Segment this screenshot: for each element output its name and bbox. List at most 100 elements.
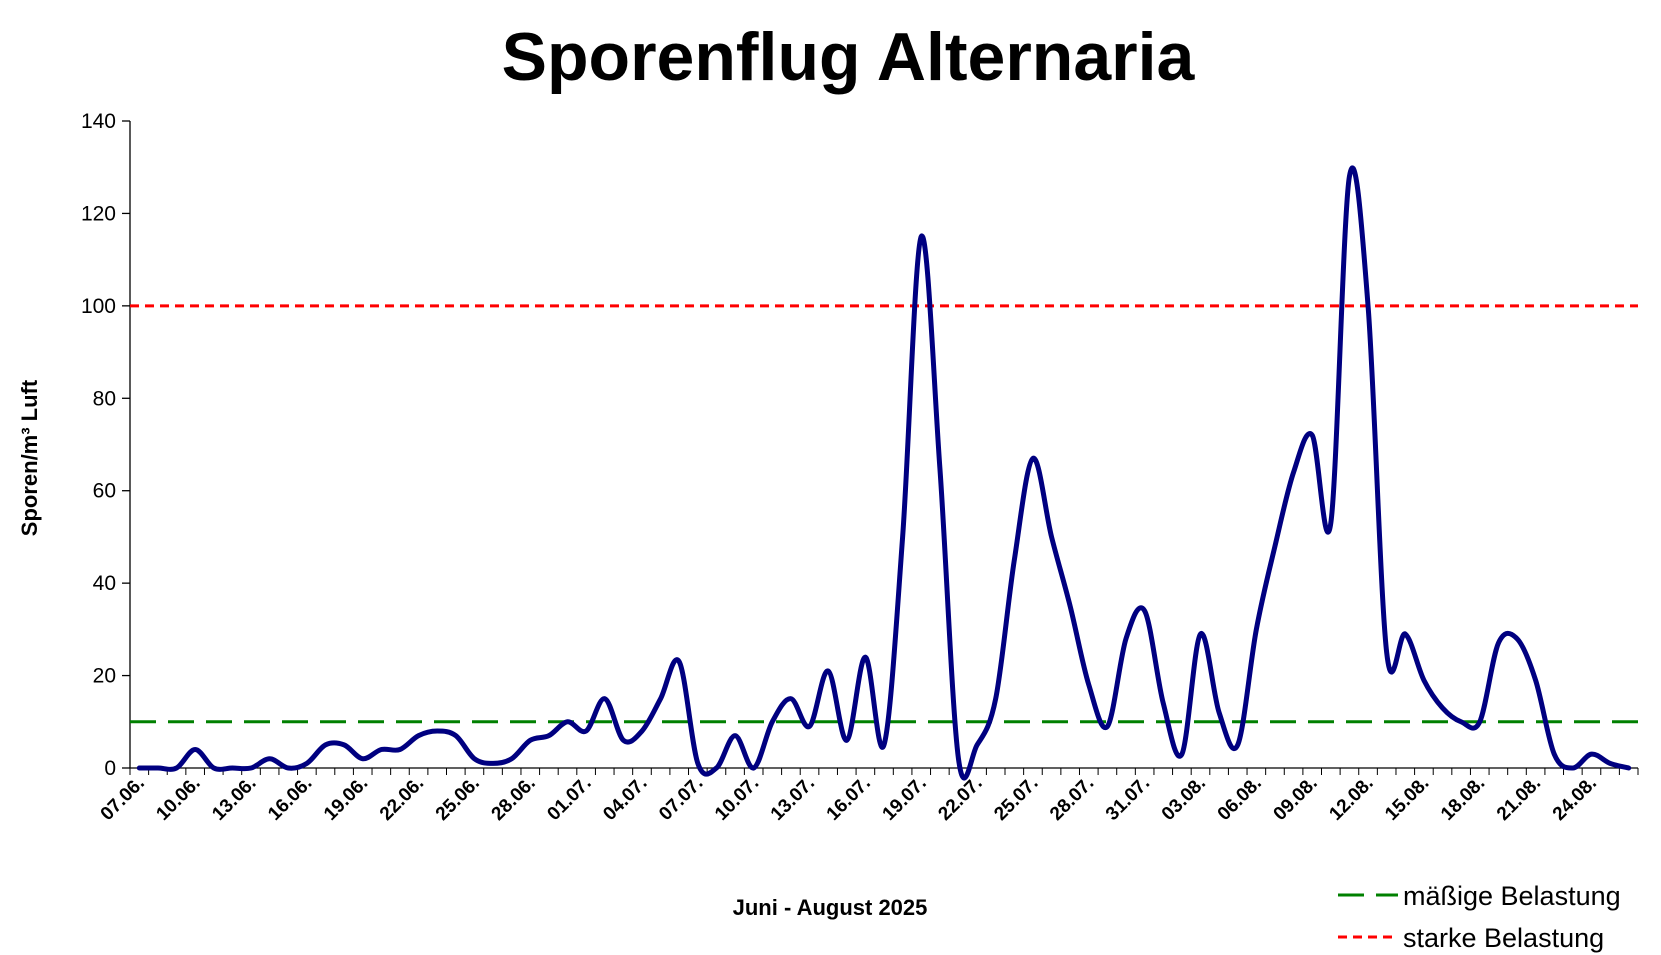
- data-point: [621, 738, 625, 742]
- x-tick-label: 10.07.: [711, 773, 763, 825]
- data-point: [770, 720, 774, 724]
- data-point: [1198, 632, 1202, 636]
- y-tick-label: 80: [93, 387, 116, 410]
- data-point: [1329, 521, 1333, 525]
- x-tick-label: 15.08.: [1381, 773, 1433, 825]
- x-tick-label: 18.08.: [1437, 773, 1489, 825]
- data-point: [1273, 544, 1277, 548]
- data-point: [733, 734, 737, 738]
- data-point: [1012, 558, 1016, 562]
- x-tick-label: 31.07.: [1102, 773, 1154, 825]
- data-point: [1385, 650, 1389, 654]
- data-point: [826, 669, 830, 673]
- legend-label-maessige: mäßige Belastung: [1403, 881, 1621, 911]
- data-point: [435, 729, 439, 733]
- data-point: [1050, 535, 1054, 539]
- data-point: [1087, 683, 1091, 687]
- data-point: [379, 748, 383, 752]
- data-point: [398, 748, 402, 752]
- data-point: [510, 757, 514, 761]
- y-tick-label: 20: [93, 665, 116, 688]
- x-tick-label: 28.06.: [488, 773, 540, 825]
- x-tick-label: 24.08.: [1549, 773, 1601, 825]
- y-tick-label: 100: [81, 295, 116, 318]
- data-point: [1236, 743, 1240, 747]
- x-tick-label: 22.06.: [376, 773, 428, 825]
- data-point: [863, 655, 867, 659]
- data-point: [1403, 632, 1407, 636]
- data-point: [1161, 701, 1165, 705]
- data-point: [808, 724, 812, 728]
- data-point: [1478, 720, 1482, 724]
- data-point: [491, 761, 495, 765]
- x-tick-label: 25.07.: [990, 773, 1042, 825]
- y-axis: 0 20 40 60 80 100 120 140: [81, 110, 131, 780]
- data-point: [1143, 609, 1147, 613]
- data-point: [547, 734, 551, 738]
- data-point: [1515, 637, 1519, 641]
- data-point: [677, 660, 681, 664]
- data-point: [1180, 752, 1184, 756]
- data-point: [1292, 470, 1296, 474]
- data-point: [305, 761, 309, 765]
- data-point: [1310, 433, 1314, 437]
- data-point: [975, 743, 979, 747]
- data-point: [175, 766, 179, 770]
- data-point: [1571, 766, 1575, 770]
- data-point: [584, 729, 588, 733]
- data-point: [566, 720, 570, 724]
- data-point: [454, 734, 458, 738]
- data-point: [230, 766, 234, 770]
- data-point: [156, 766, 160, 770]
- data-point: [417, 734, 421, 738]
- data-point: [1608, 761, 1612, 765]
- data-point: [361, 757, 365, 761]
- data-point: [268, 757, 272, 761]
- data-point: [938, 466, 942, 470]
- x-tick-label: 12.08.: [1325, 773, 1377, 825]
- data-point: [845, 738, 849, 742]
- data-point: [212, 766, 216, 770]
- data-point: [342, 743, 346, 747]
- data-point: [752, 766, 756, 770]
- x-ticks: 07.06. 10.06. 13.06. 16.06. 19.06. 22.06. 25.0…: [97, 768, 1639, 825]
- series-line-alternaria: [136, 165, 1632, 781]
- data-point: [1031, 456, 1035, 460]
- data-point: [1589, 752, 1593, 756]
- x-tick-label: 10.06.: [152, 773, 204, 825]
- y-axis-label: Sporen/m³ Luft: [17, 379, 42, 536]
- data-point: [1552, 752, 1556, 756]
- x-tick-label: 03.08.: [1158, 773, 1210, 825]
- y-tick-label: 140: [81, 110, 116, 133]
- data-point: [1217, 711, 1221, 715]
- series-group: [136, 165, 1632, 781]
- data-point: [1627, 766, 1631, 770]
- data-point: [696, 761, 700, 765]
- data-point: [137, 766, 141, 770]
- data-point: [249, 766, 253, 770]
- data-point: [994, 697, 998, 701]
- data-point: [659, 697, 663, 701]
- x-tick-label: 13.07.: [767, 773, 819, 825]
- y-tick-label: 0: [104, 757, 116, 780]
- data-point: [1254, 627, 1258, 631]
- x-tick-label: 07.07.: [655, 773, 707, 825]
- data-point: [1534, 678, 1538, 682]
- y-ticks: 0 20 40 60 80 100 120 140: [81, 110, 130, 780]
- data-point: [1124, 637, 1128, 641]
- data-point: [1496, 641, 1500, 645]
- x-axis-label: Juni - August 2025: [733, 895, 928, 920]
- data-point: [472, 757, 476, 761]
- data-point: [193, 748, 197, 752]
- data-point: [882, 743, 886, 747]
- data-point: [603, 697, 607, 701]
- y-tick-label: 60: [93, 480, 116, 503]
- x-tick-label: 25.06.: [432, 773, 484, 825]
- data-point: [286, 766, 290, 770]
- x-tick-label: 07.06.: [97, 773, 149, 825]
- x-tick-label: 22.07.: [934, 773, 986, 825]
- x-tick-label: 04.07.: [599, 773, 651, 825]
- data-point: [1422, 678, 1426, 682]
- data-point: [1441, 706, 1445, 710]
